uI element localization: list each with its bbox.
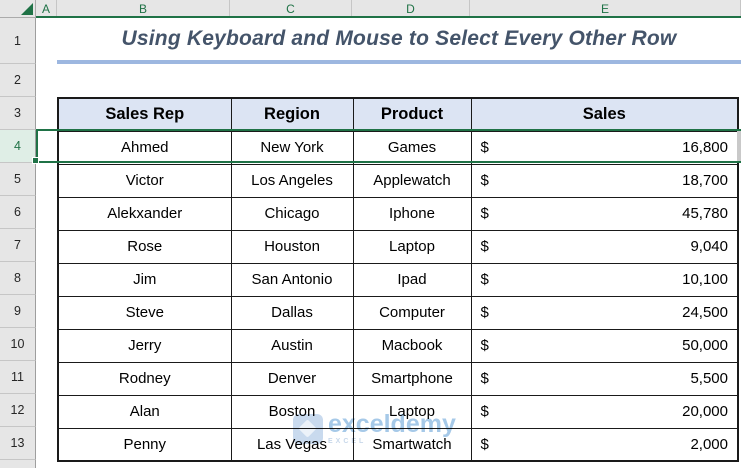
table-row: Alan Boston Laptop $20,000 [57,394,739,429]
header-sales[interactable]: Sales [470,97,739,132]
cell-sales[interactable]: $10,100 [470,262,739,297]
cell-sales[interactable]: $18,700 [470,163,739,198]
cell-region[interactable]: Boston [230,394,354,429]
cell-sales-rep[interactable]: Jerry [57,328,232,363]
sales-amount: 50,000 [682,337,728,354]
header-sales-rep[interactable]: Sales Rep [57,97,232,132]
sales-amount: 5,500 [690,370,728,387]
row-header-column: 1 2 3 4 5 6 7 8 9 10 11 12 13 [0,18,36,468]
table-row: Steve Dallas Computer $24,500 [57,295,739,330]
cell-product[interactable]: Iphone [352,196,472,231]
row-header-2[interactable]: 2 [0,64,36,97]
cell-region[interactable]: Houston [230,229,354,264]
title-cell[interactable]: Using Keyboard and Mouse to Select Every… [57,18,741,64]
fill-handle[interactable] [32,157,39,164]
cell-product[interactable]: Laptop [352,394,472,429]
currency-symbol: $ [480,435,489,453]
row-header-8[interactable]: 8 [0,262,36,295]
table-header-row: Sales Rep Region Product Sales [57,97,739,132]
cell-sales[interactable]: $50,000 [470,328,739,363]
table-row: Jim San Antonio Ipad $10,100 [57,262,739,297]
row-header-7[interactable]: 7 [0,229,36,262]
cell-region[interactable]: New York [230,130,354,165]
cell-sales[interactable]: $24,500 [470,295,739,330]
currency-symbol: $ [480,139,489,156]
cell-region[interactable]: Dallas [230,295,354,330]
row-header-partial [0,460,36,468]
column-header-selection-underline [36,16,741,18]
cell-sales-rep[interactable]: Penny [57,427,232,462]
sales-amount: 9,040 [690,238,728,255]
cell-region[interactable]: San Antonio [230,262,354,297]
sales-amount: 20,000 [682,403,728,420]
select-all-button[interactable] [0,0,36,18]
cell-sales-rep[interactable]: Ahmed [57,130,232,165]
row-header-13[interactable]: 13 [0,427,36,460]
cell-region[interactable]: Chicago [230,196,354,231]
row-header-11[interactable]: 11 [0,361,36,394]
sales-table: Sales Rep Region Product Sales Ahmed New … [57,97,739,462]
cell-sales-rep[interactable]: Jim [57,262,232,297]
cell-sales[interactable]: $9,040 [470,229,739,264]
cell-sales-rep[interactable]: Alan [57,394,232,429]
cell-sales[interactable]: $45,780 [470,196,739,231]
cell-product[interactable]: Laptop [352,229,472,264]
cell-product[interactable]: Macbook [352,328,472,363]
table-row: Penny Las Vegas Smartwatch $2,000 [57,427,739,462]
cell-product[interactable]: Smartwatch [352,427,472,462]
cell-sales-rep[interactable]: Rodney [57,361,232,396]
sales-amount: 18,700 [682,172,728,189]
cell-sales[interactable]: $5,500 [470,361,739,396]
table-row: Rodney Denver Smartphone $5,500 [57,361,739,396]
cell-region[interactable]: Denver [230,361,354,396]
row-header-4[interactable]: 4 [0,130,36,163]
cell-sales-rep[interactable]: Alekxander [57,196,232,231]
cell-product[interactable]: Applewatch [352,163,472,198]
currency-symbol: $ [480,370,489,387]
row-header-10[interactable]: 10 [0,328,36,361]
sales-amount: 2,000 [690,435,728,453]
cell-product[interactable]: Ipad [352,262,472,297]
currency-symbol: $ [480,337,489,354]
row-header-9[interactable]: 9 [0,295,36,328]
cell-region[interactable]: Los Angeles [230,163,354,198]
sales-amount: 24,500 [682,304,728,321]
page-title: Using Keyboard and Mouse to Select Every… [121,27,677,50]
sales-amount: 45,780 [682,205,728,222]
cell-sales[interactable]: $2,000 [470,427,739,462]
cell-product[interactable]: Computer [352,295,472,330]
row-header-6[interactable]: 6 [0,196,36,229]
cell-product[interactable]: Smartphone [352,361,472,396]
table-row: Jerry Austin Macbook $50,000 [57,328,739,363]
selection-fill-extension [737,131,741,161]
cell-sales[interactable]: $16,800 [470,130,739,165]
cell-region[interactable]: Las Vegas [230,427,354,462]
row-header-1[interactable]: 1 [0,18,36,64]
cell-sales-rep[interactable]: Rose [57,229,232,264]
currency-symbol: $ [480,205,489,222]
row-header-3[interactable]: 3 [0,97,36,130]
header-product[interactable]: Product [352,97,472,132]
select-all-triangle-icon [21,3,33,15]
sales-amount: 16,800 [682,139,728,156]
cell-sales[interactable]: $20,000 [470,394,739,429]
currency-symbol: $ [480,238,489,255]
table-row: Rose Houston Laptop $9,040 [57,229,739,264]
table-row: Ahmed New York Games $16,800 [57,130,739,165]
table-row: Alekxander Chicago Iphone $45,780 [57,196,739,231]
currency-symbol: $ [480,271,489,288]
currency-symbol: $ [480,403,489,420]
currency-symbol: $ [480,172,489,189]
cell-sales-rep[interactable]: Steve [57,295,232,330]
cell-product[interactable]: Games [352,130,472,165]
sales-amount: 10,100 [682,271,728,288]
table-row: Victor Los Angeles Applewatch $18,700 [57,163,739,198]
currency-symbol: $ [480,304,489,321]
row-header-12[interactable]: 12 [0,394,36,427]
cell-region[interactable]: Austin [230,328,354,363]
cell-sales-rep[interactable]: Victor [57,163,232,198]
row-header-5[interactable]: 5 [0,163,36,196]
header-region[interactable]: Region [230,97,354,132]
